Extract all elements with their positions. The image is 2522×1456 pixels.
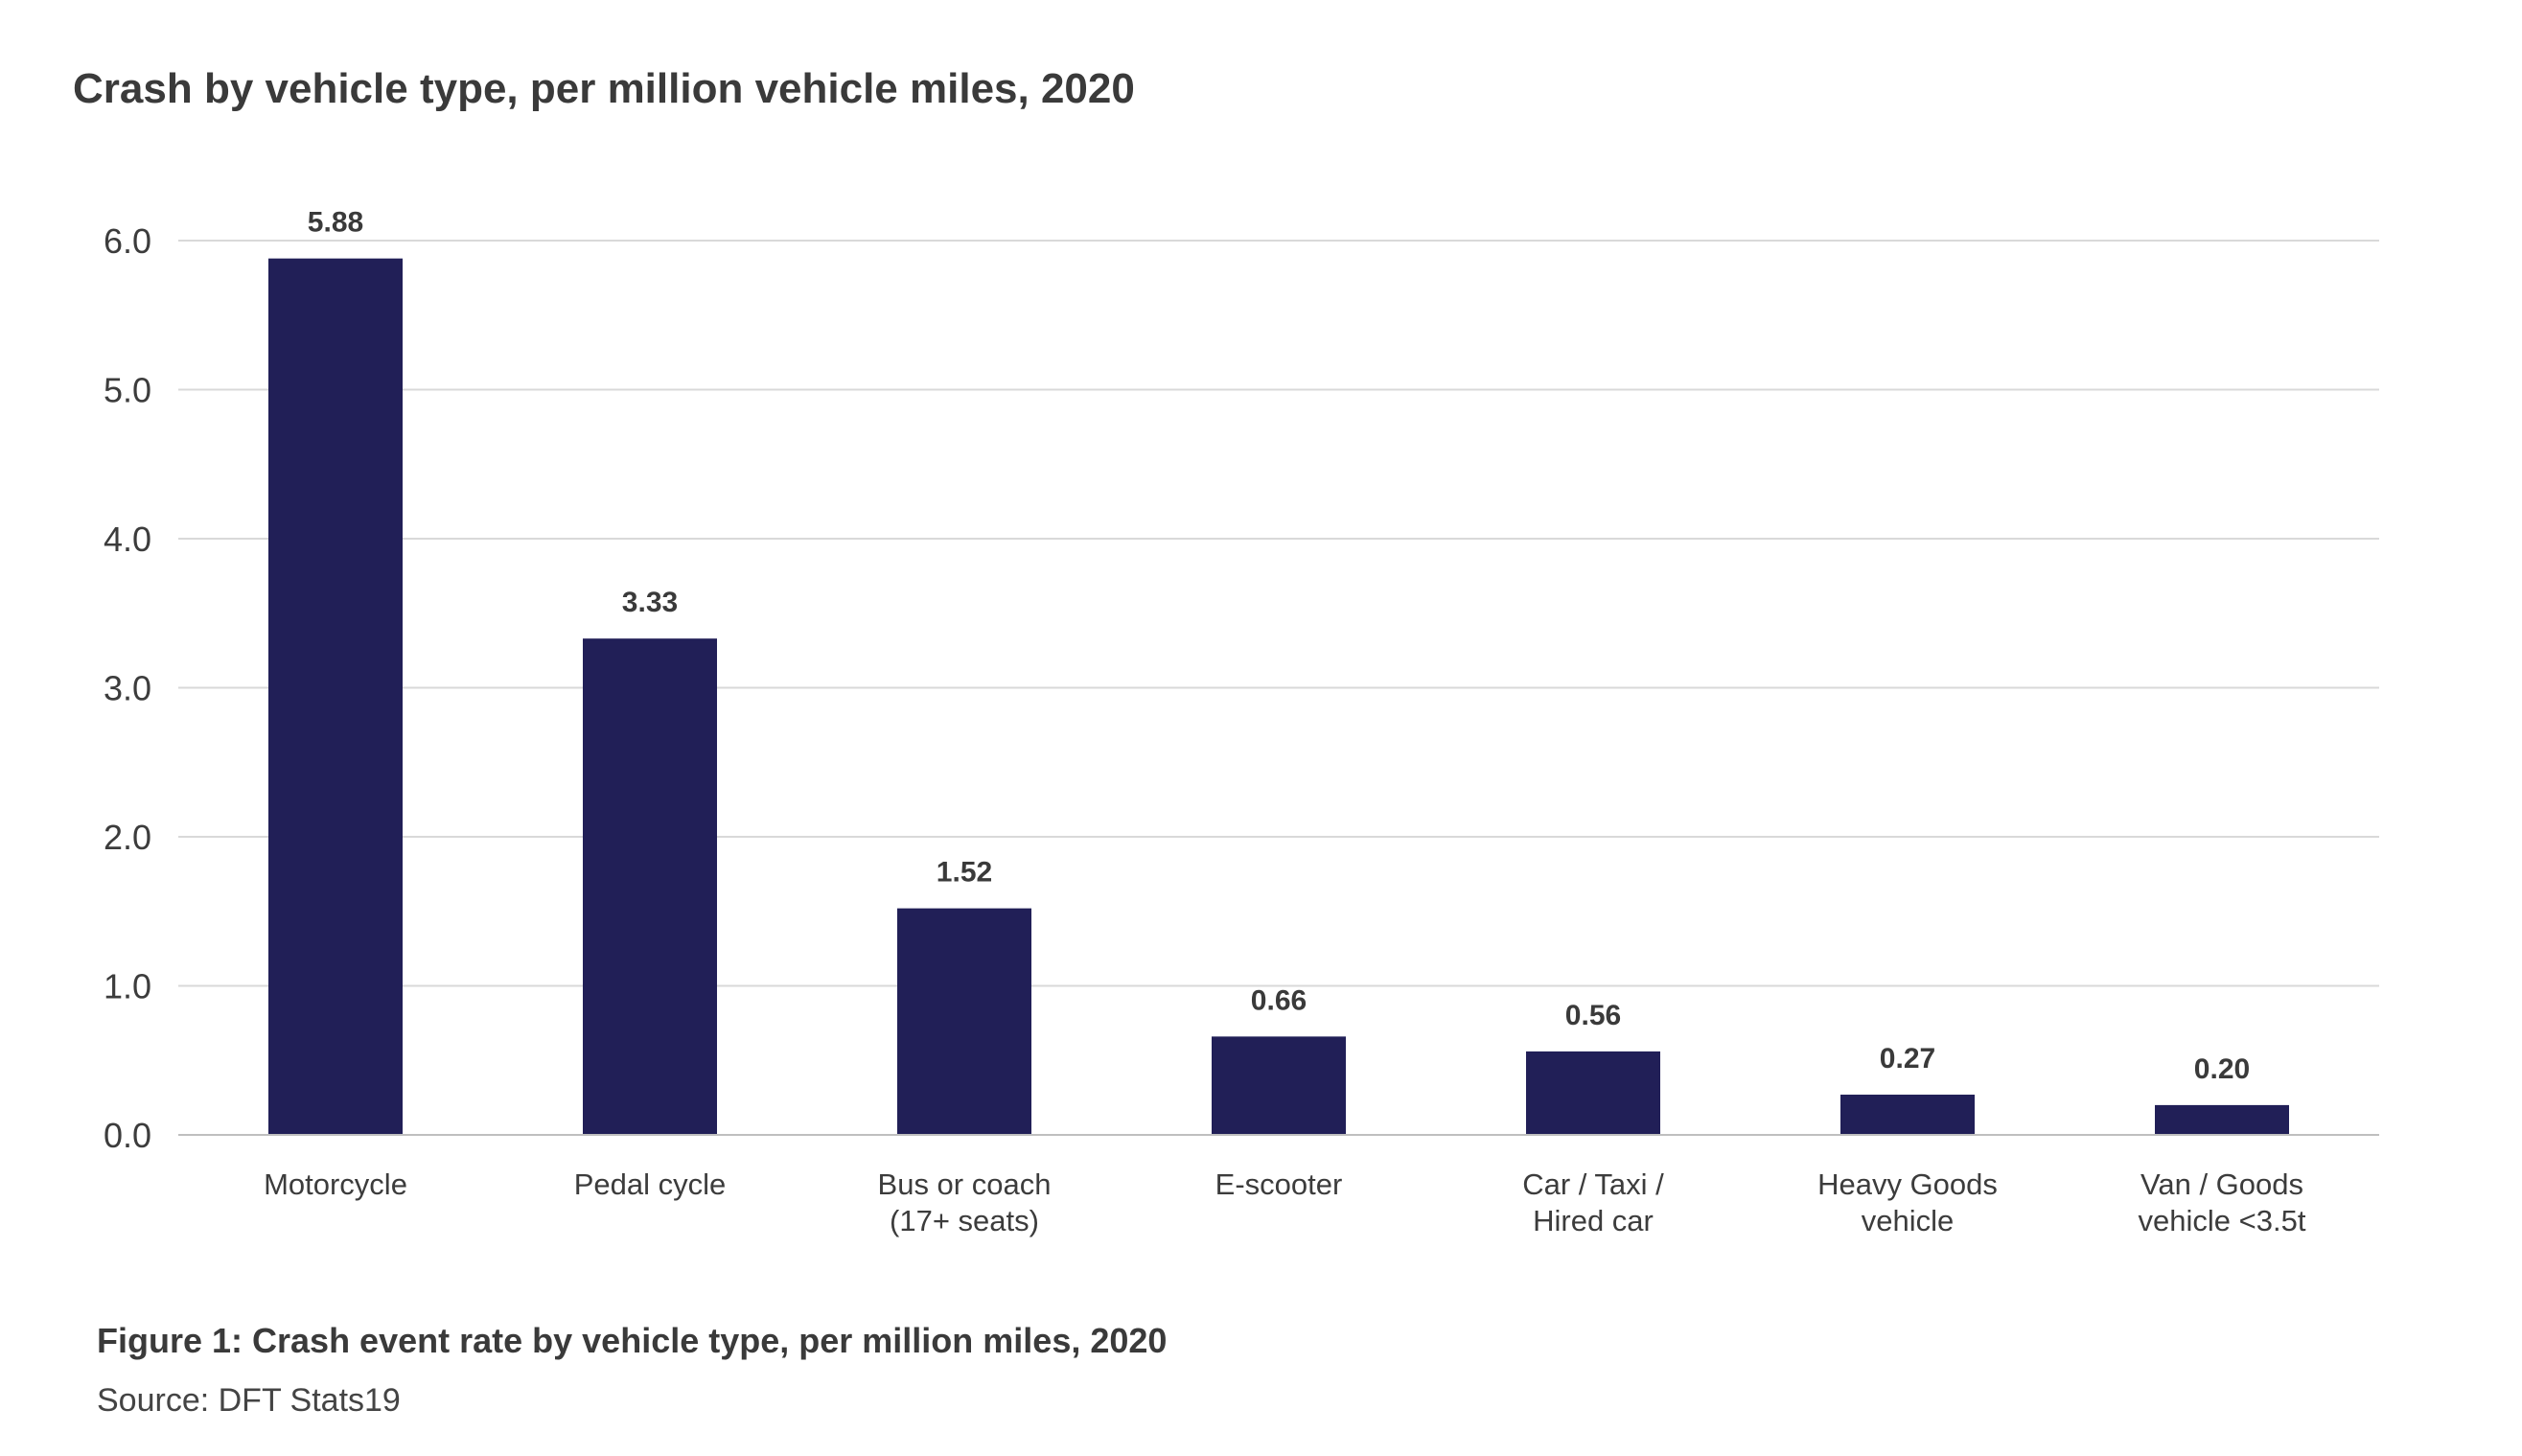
- x-tick-label: Bus or coach (17+ seats): [878, 1167, 1052, 1237]
- bar: [897, 908, 1031, 1135]
- bar: [583, 638, 717, 1135]
- data-label: 0.56: [1565, 1000, 1621, 1031]
- x-tick-label: Van / Goods vehicle <3.5t: [2139, 1167, 2306, 1237]
- figure-caption: Figure 1: Crash event rate by vehicle ty…: [97, 1321, 1168, 1360]
- x-tick-label: Heavy Goods vehicle: [1817, 1167, 1998, 1237]
- source-note: Source: DFT Stats19: [97, 1382, 401, 1419]
- gridlines: [178, 240, 2379, 987]
- chart-title: Crash by vehicle type, per million vehic…: [73, 65, 1135, 112]
- data-label: 5.88: [308, 207, 363, 239]
- y-axis-ticks: 0.0 1.0 2.0 3.0 4.0 5.0 6.0: [104, 221, 151, 1155]
- x-tick-label: Pedal cycle: [574, 1167, 727, 1201]
- bar: [1526, 1051, 1660, 1135]
- y-tick-label: 2.0: [104, 818, 151, 857]
- bars: [268, 258, 2289, 1135]
- y-tick-label: 0.0: [104, 1116, 151, 1155]
- x-tick-label: E-scooter: [1215, 1167, 1343, 1201]
- y-tick-label: 3.0: [104, 669, 151, 708]
- bar: [1212, 1036, 1346, 1135]
- x-tick-label: Car / Taxi / Hired car: [1522, 1167, 1664, 1237]
- x-axis-labels: Motorcycle Pedal cycle Bus or coach (17+ se…: [264, 1167, 2306, 1237]
- data-label: 0.27: [1880, 1043, 1935, 1075]
- value-labels: 5.88 3.33 1.52 0.66 0.56 0.27 0.20: [308, 207, 2250, 1085]
- data-label: 3.33: [622, 587, 678, 618]
- y-tick-label: 5.0: [104, 371, 151, 410]
- bar: [1840, 1095, 1975, 1135]
- y-tick-label: 1.0: [104, 967, 151, 1006]
- y-tick-label: 4.0: [104, 520, 151, 559]
- y-tick-label: 6.0: [104, 221, 151, 261]
- data-label: 0.20: [2194, 1053, 2250, 1085]
- x-tick-label: Motorcycle: [264, 1167, 407, 1201]
- bar: [268, 258, 403, 1135]
- data-label: 0.66: [1251, 984, 1307, 1016]
- data-label: 1.52: [937, 857, 992, 889]
- bar: [2155, 1104, 2289, 1135]
